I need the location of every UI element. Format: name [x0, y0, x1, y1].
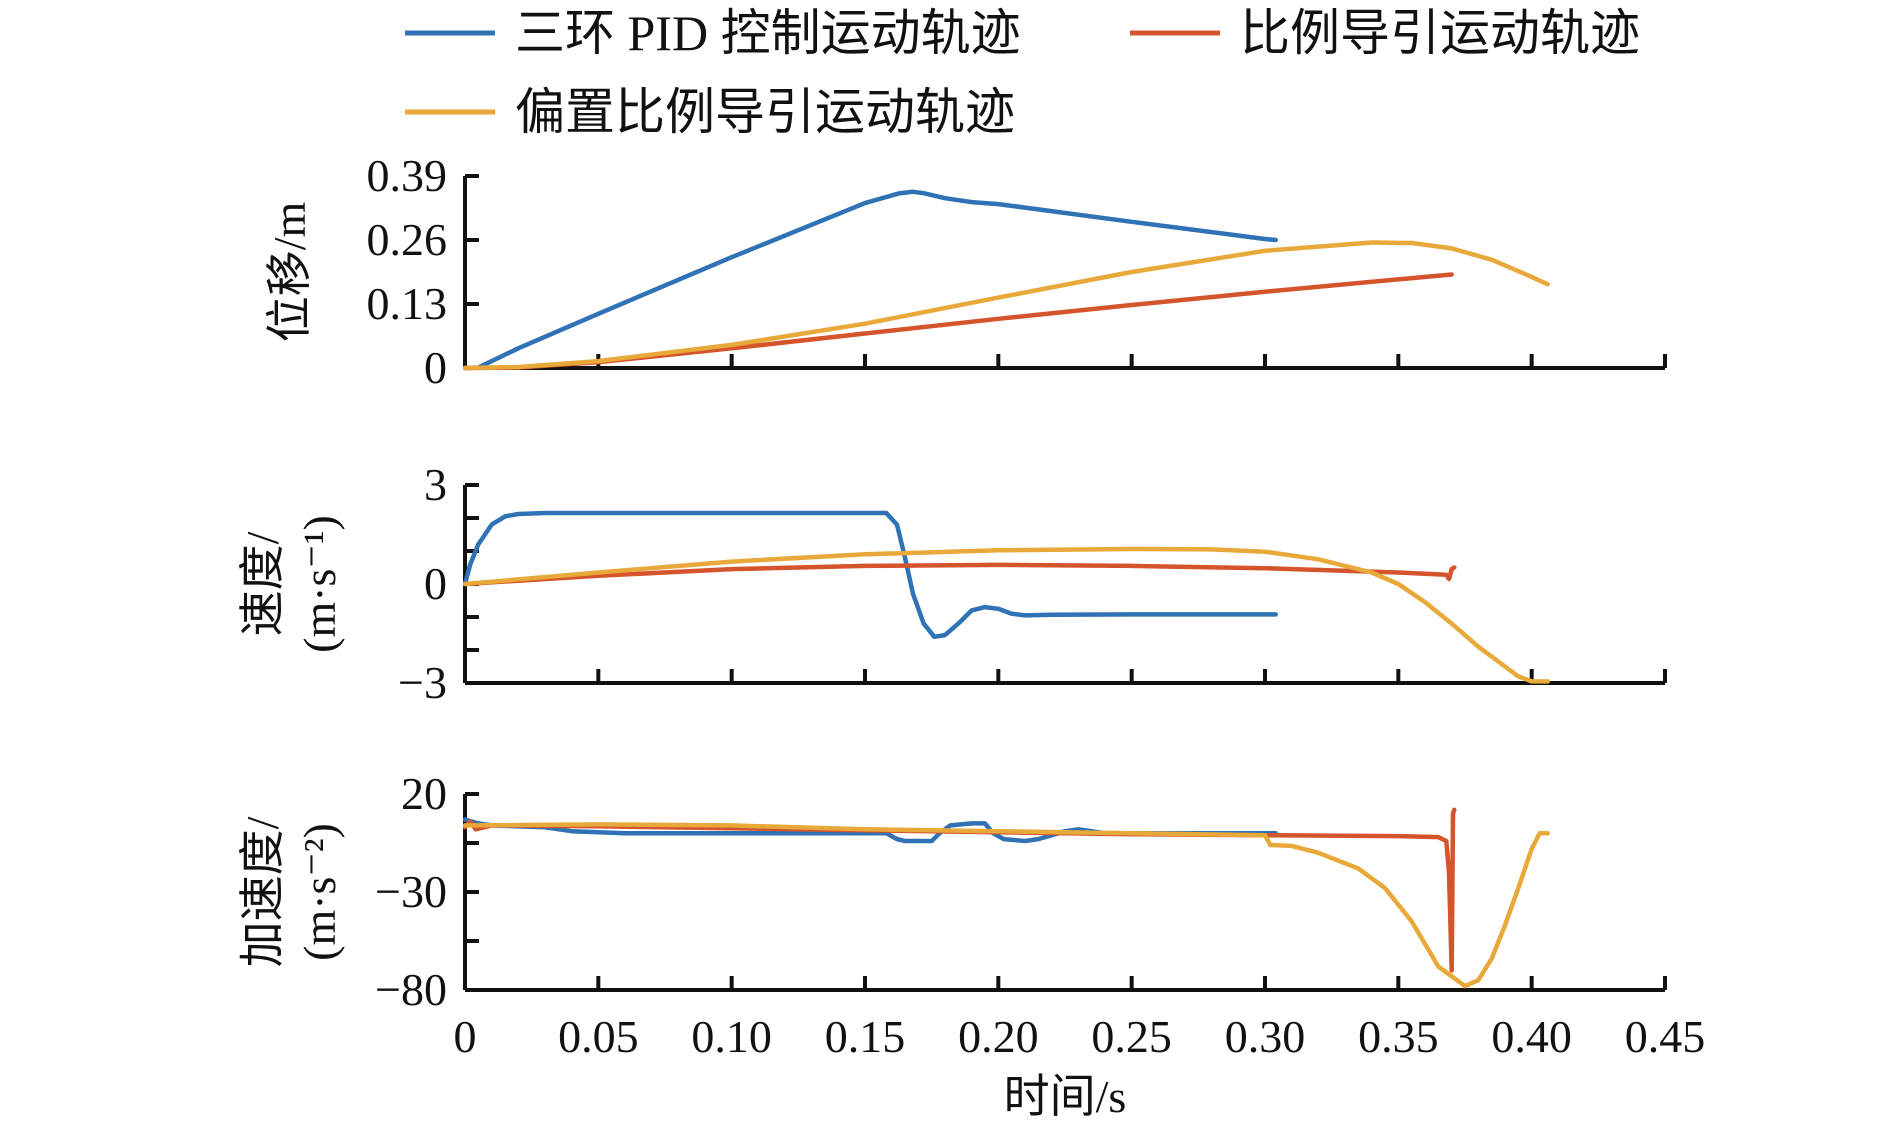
y-tick-label: 0: [424, 558, 447, 609]
series-line: [463, 546, 1550, 684]
y-axis-label: 速度/: [237, 531, 288, 636]
x-tick-label: 0.40: [1491, 1011, 1572, 1062]
legend-label: 偏置比例导引运动轨迹: [515, 84, 1015, 140]
y-tick-label: 0: [424, 342, 447, 393]
panel-velocity: −3 0 3 速度/(m·s⁻¹): [237, 459, 1667, 708]
plot-panels: 00.130.260.39位移/m−303速度/(m·s⁻¹)−80−3020加…: [237, 150, 1705, 1062]
series-group: [463, 510, 1550, 684]
x-axis-label: 时间/s: [1004, 1071, 1127, 1122]
x-tick-label: 0.45: [1625, 1011, 1706, 1062]
x-tick-label: 0.30: [1225, 1011, 1306, 1062]
y-tick-label: 0.26: [367, 214, 448, 265]
x-tick-label: 0: [454, 1011, 477, 1062]
y-tick-label: −3: [398, 657, 447, 708]
y-axis-label: 加速度/: [237, 816, 288, 967]
panel-displacement: 0 0.13 0.26 0.39 位移/m: [264, 150, 1667, 393]
y-axis-label: (m·s⁻²): [294, 823, 345, 961]
x-tick-label: 0.05: [558, 1011, 639, 1062]
series-group: [463, 189, 1550, 371]
legend-item: 偏置比例导引运动轨迹: [405, 84, 1015, 140]
y-tick-label: −30: [375, 866, 447, 917]
panel-acceleration: −80 −30 20 加速度/(m·s⁻²) 0 0.05 0.10 0.15 0.20 0.25…: [237, 768, 1705, 1062]
series-line: [463, 240, 1550, 371]
y-tick-label: 20: [401, 768, 447, 819]
series-line: [463, 189, 1278, 371]
y-tick-label: 0.13: [367, 278, 448, 329]
series-group: [463, 807, 1550, 989]
legend-item: 三环 PID 控制运动轨迹: [405, 5, 1021, 61]
series-line: [463, 822, 1550, 989]
series-line: [463, 510, 1278, 640]
y-tick-label: 0.39: [367, 150, 448, 201]
x-tick-label: 0.25: [1091, 1011, 1172, 1062]
legend-label: 三环 PID 控制运动轨迹: [515, 5, 1021, 61]
x-tick-label: 0.15: [825, 1011, 906, 1062]
series-line: [463, 562, 1457, 587]
series-line: [463, 272, 1454, 371]
y-axis-label: 位移/m: [264, 202, 315, 343]
legend-item: 比例导引运动轨迹: [1130, 5, 1640, 61]
x-tick-label: 0.20: [958, 1011, 1039, 1062]
x-tick-label: 0.10: [691, 1011, 772, 1062]
y-tick-label: −80: [375, 964, 447, 1015]
y-tick-label: 3: [424, 459, 447, 510]
y-axis-label: (m·s⁻¹): [294, 515, 345, 653]
legend-label: 比例导引运动轨迹: [1240, 5, 1640, 61]
x-tick-label: 0.35: [1358, 1011, 1439, 1062]
